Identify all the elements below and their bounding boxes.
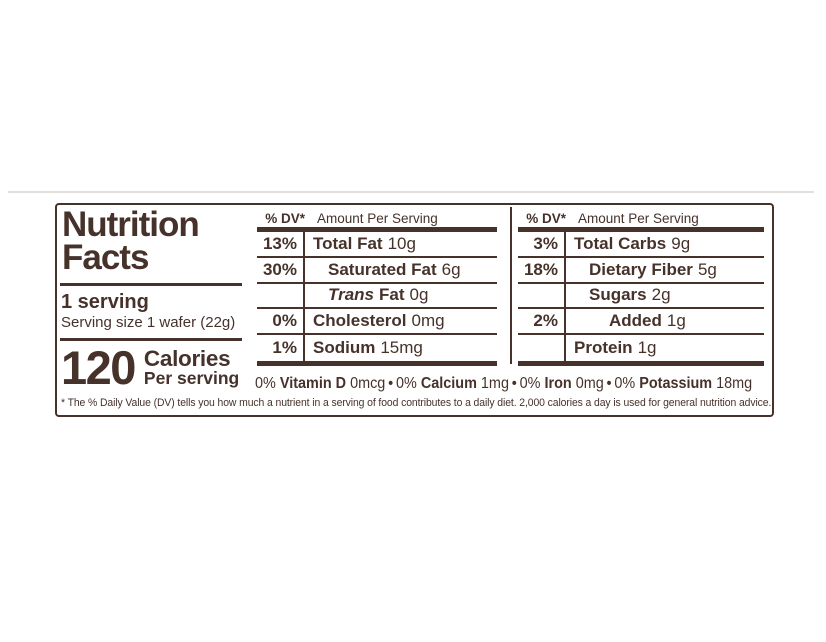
title-line-1: Nutrition xyxy=(62,205,200,244)
dv-value xyxy=(257,283,305,308)
calories-value: 120 xyxy=(61,341,136,394)
row-sugars: Sugars 2g xyxy=(518,283,764,310)
micro-dv: 0% xyxy=(614,375,636,392)
row-dietary-fiber: 18% Dietary Fiber 5g xyxy=(518,257,764,284)
micro-name: Calcium xyxy=(420,375,477,392)
micro-name: Potassium xyxy=(639,375,713,392)
nutrient-cell: Saturated Fat 6g xyxy=(305,258,497,282)
thick-rule xyxy=(257,360,497,366)
bullet-separator: • xyxy=(388,375,394,392)
carbs-table-header: % DV* Amount Per Serving xyxy=(518,209,764,227)
dv-value: 13% xyxy=(257,232,305,256)
row-saturated-fat: 30% Saturated Fat 6g xyxy=(257,257,497,284)
dv-column-header: % DV* xyxy=(265,210,305,226)
dv-value: 1% xyxy=(257,335,305,361)
micro-amount: 18mg xyxy=(716,375,753,392)
nutrient-name: Total Carbs xyxy=(574,233,667,253)
nutrient-name: Fat xyxy=(379,285,405,305)
micro-dv: 0% xyxy=(395,375,417,392)
nutrient-name: Dietary Fiber xyxy=(589,259,693,279)
nutrient-name: Sugars xyxy=(589,285,647,305)
row-total-carbs: 3% Total Carbs 9g xyxy=(518,232,764,258)
fats-table-header: % DV* Amount Per Serving xyxy=(257,209,497,227)
bullet-separator: • xyxy=(606,375,612,392)
micro-dv: 0% xyxy=(255,375,276,392)
nutrient-amount: 15mg xyxy=(380,338,423,358)
micro-name: Iron xyxy=(544,375,572,392)
nutrient-amount: 10g xyxy=(387,233,416,253)
title-line-2: Facts xyxy=(62,238,149,277)
serving-size: Serving size 1 wafer (22g) xyxy=(61,314,236,331)
photo-edge-line xyxy=(8,191,814,193)
carbs-table: % DV* Amount Per Serving 3% Total Carbs … xyxy=(518,209,764,366)
dv-value: 2% xyxy=(518,309,566,334)
nutrient-amount: 1g xyxy=(666,311,686,331)
nutrient-cell: Sugars 2g xyxy=(566,284,764,308)
thick-rule xyxy=(518,360,764,366)
row-sodium: 1% Sodium 15mg xyxy=(257,335,497,361)
dv-value: 18% xyxy=(518,257,566,282)
nutrient-amount: 9g xyxy=(671,233,691,253)
nutrient-cell: Added 1g xyxy=(566,309,764,333)
row-cholesterol: 0% Cholesterol 0mg xyxy=(257,309,497,336)
nutrient-name: Total Fat xyxy=(313,233,383,253)
micro-amount: 1mg xyxy=(480,375,509,392)
nutrient-cell: Total Fat 10g xyxy=(305,232,497,256)
calories-text: Calories Per serving xyxy=(143,346,240,388)
divider-rule xyxy=(60,338,242,341)
nutrient-amount: 2g xyxy=(651,285,671,305)
divider-rule xyxy=(60,283,242,286)
nutrient-name-italic: Trans xyxy=(328,285,374,305)
dv-value: 3% xyxy=(518,232,566,256)
daily-value-footnote: * The % Daily Value (DV) tells you how m… xyxy=(61,397,772,409)
nutrient-amount: 6g xyxy=(441,259,461,279)
serving-count: 1 serving xyxy=(61,291,149,313)
nutrient-name: Saturated Fat xyxy=(328,259,437,279)
dv-column-header: % DV* xyxy=(526,210,566,226)
nutrient-amount: 0g xyxy=(409,285,429,305)
micro-amount: 0mg xyxy=(575,375,604,392)
fats-table: % DV* Amount Per Serving 13% Total Fat 1… xyxy=(257,209,497,366)
micro-dv: 0% xyxy=(519,375,541,392)
nutrient-name: Sodium xyxy=(313,338,376,358)
nutrient-cell: Trans Fat 0g xyxy=(305,284,497,308)
nutrient-name: Cholesterol xyxy=(313,311,407,331)
table-separator-line xyxy=(510,207,512,364)
nutrient-amount: 1g xyxy=(637,338,657,358)
nutrition-facts-label: Nutrition Facts 1 serving Serving size 1… xyxy=(55,203,774,417)
micro-name: Vitamin D xyxy=(279,375,347,392)
calories-label: Calories xyxy=(143,346,231,371)
amount-column-header: Amount Per Serving xyxy=(317,210,438,226)
row-added-sugars: 2% Added 1g xyxy=(518,309,764,336)
dv-value xyxy=(518,283,566,308)
nutrient-amount: 0mg xyxy=(411,311,445,331)
dv-value xyxy=(518,335,566,361)
nutrient-name: Added xyxy=(609,311,662,331)
row-protein: Protein 1g xyxy=(518,335,764,361)
calories-subtitle: Per serving xyxy=(143,368,240,388)
row-total-fat: 13% Total Fat 10g xyxy=(257,232,497,258)
row-trans-fat: Trans Fat 0g xyxy=(257,283,497,310)
nutrition-facts-title: Nutrition Facts xyxy=(62,205,200,277)
micronutrients-line: 0% Vitamin D 0mcg • 0% Calcium 1mg • 0% Iron… xyxy=(255,375,752,393)
bullet-separator: • xyxy=(511,375,517,392)
thick-rule xyxy=(518,227,764,232)
calories-block: 120 Calories Per serving xyxy=(61,341,240,394)
dv-value: 30% xyxy=(257,257,305,282)
nutrient-name: Protein xyxy=(574,338,633,358)
micro-amount: 0mcg xyxy=(350,375,386,392)
nutrient-cell: Cholesterol 0mg xyxy=(305,309,497,333)
nutrient-amount: 5g xyxy=(697,259,717,279)
nutrient-cell: Sodium 15mg xyxy=(305,335,497,361)
nutrient-cell: Protein 1g xyxy=(566,335,764,361)
nutrient-cell: Total Carbs 9g xyxy=(566,232,764,256)
nutrient-cell: Dietary Fiber 5g xyxy=(566,258,764,282)
dv-value: 0% xyxy=(257,309,305,334)
amount-column-header: Amount Per Serving xyxy=(578,210,699,226)
thick-rule xyxy=(257,227,497,232)
